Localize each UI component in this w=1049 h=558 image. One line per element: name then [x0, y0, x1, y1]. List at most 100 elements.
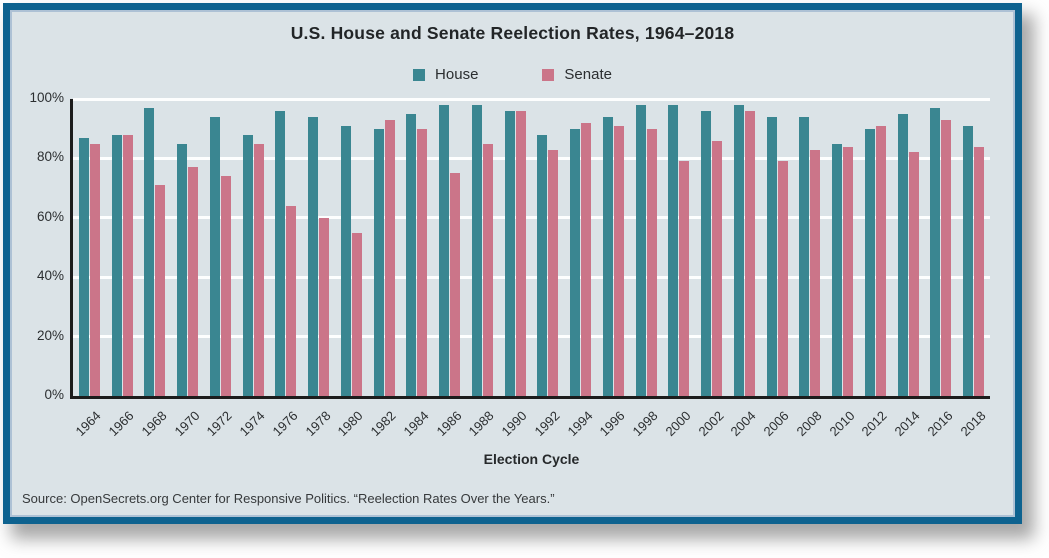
bar-senate-2010 [843, 146, 854, 396]
legend: House Senate [10, 66, 1015, 83]
bar-house-1980 [340, 125, 351, 396]
legend-item-senate: Senate [542, 66, 612, 83]
bar-house-1994 [570, 128, 581, 396]
x-tick-label-2010: 2010 [826, 408, 858, 440]
bar-house-1966 [111, 134, 122, 396]
bar-senate-2016 [941, 119, 952, 396]
bar-senate-1970 [188, 167, 199, 396]
bar-house-2006 [766, 116, 777, 396]
source-note: Source: OpenSecrets.org Center for Respo… [22, 491, 555, 506]
bar-house-1986 [439, 104, 450, 396]
gridline-40 [73, 275, 990, 279]
x-tick-label-2000: 2000 [662, 408, 694, 440]
x-tick-label-1966: 1966 [105, 408, 137, 440]
legend-label-senate: Senate [564, 66, 612, 83]
bar-senate-2018 [974, 146, 985, 396]
bar-senate-1972 [220, 176, 231, 396]
bar-house-1988 [471, 104, 482, 396]
x-tick-label-1970: 1970 [171, 408, 203, 440]
gridline-80 [73, 156, 990, 160]
bar-senate-1968 [155, 185, 166, 396]
bar-house-1972 [209, 116, 220, 396]
x-axis-line [70, 396, 990, 399]
x-tick-label-1986: 1986 [433, 408, 465, 440]
house-swatch-icon [413, 68, 426, 81]
x-axis-title: Election Cycle [483, 451, 580, 467]
bar-house-2018 [963, 125, 974, 396]
x-axis-labels: 1964 1966 1968 1970 1972 1974 1976 1978 1980 1982… [73, 400, 990, 448]
bar-senate-2012 [875, 125, 886, 396]
x-tick-label-1994: 1994 [564, 408, 596, 440]
x-tick-label-2014: 2014 [891, 408, 923, 440]
x-tick-label-1998: 1998 [629, 408, 661, 440]
x-tick-label-1984: 1984 [400, 408, 432, 440]
y-tick-label: 20% [36, 327, 64, 343]
chart-card: U.S. House and Senate Reelection Rates, … [3, 3, 1022, 524]
legend-label-house: House [435, 66, 479, 83]
bar-house-2016 [930, 107, 941, 396]
x-tick-label-1968: 1968 [138, 408, 170, 440]
x-tick-label-1978: 1978 [302, 408, 334, 440]
bar-house-1984 [406, 113, 417, 396]
bar-senate-2014 [908, 152, 919, 396]
bar-senate-2008 [810, 149, 821, 396]
bar-house-1996 [602, 116, 613, 396]
y-tick-label: 80% [36, 149, 64, 165]
y-axis-labels: 0% 20% 40% 60% 80% 100% [10, 90, 64, 402]
x-tick-label-2004: 2004 [727, 408, 759, 440]
x-tick-label-1964: 1964 [72, 408, 104, 440]
x-tick-label-2018: 2018 [957, 408, 989, 440]
gridline-100 [73, 97, 990, 101]
bar-senate-1980 [351, 232, 362, 396]
x-tick-label-1996: 1996 [596, 408, 628, 440]
bar-house-1974 [242, 134, 253, 396]
plot-area [70, 97, 990, 399]
bar-senate-1966 [122, 134, 133, 396]
bar-house-1978 [308, 116, 319, 396]
bar-house-1998 [635, 104, 646, 396]
bar-senate-1992 [548, 149, 559, 396]
bar-house-1964 [78, 137, 89, 396]
bar-senate-1976 [286, 205, 297, 396]
bar-senate-1998 [646, 128, 657, 396]
x-tick-label-2008: 2008 [793, 408, 825, 440]
bar-house-1970 [177, 143, 188, 396]
chart-title: U.S. House and Senate Reelection Rates, … [290, 23, 735, 43]
x-tick-label-1972: 1972 [203, 408, 235, 440]
x-tick-label-2002: 2002 [695, 408, 727, 440]
bar-house-2000 [668, 104, 679, 396]
bar-house-2010 [832, 143, 843, 396]
x-tick-label-1992: 1992 [531, 408, 563, 440]
x-tick-label-2012: 2012 [858, 408, 890, 440]
bar-house-1976 [275, 110, 286, 396]
bar-senate-1986 [450, 173, 461, 396]
x-tick-label-2006: 2006 [760, 408, 792, 440]
x-tick-label-2016: 2016 [924, 408, 956, 440]
x-tick-label-1988: 1988 [465, 408, 497, 440]
legend-item-house: House [413, 66, 478, 83]
x-tick-label-1976: 1976 [269, 408, 301, 440]
bar-house-1990 [504, 110, 515, 396]
gridline-20 [73, 335, 990, 339]
bar-house-2002 [701, 110, 712, 396]
bar-senate-1994 [581, 122, 592, 396]
bar-senate-2006 [777, 161, 788, 396]
bar-senate-1974 [253, 143, 264, 396]
bar-senate-1978 [319, 217, 330, 396]
bar-senate-1982 [384, 119, 395, 396]
bar-senate-2002 [712, 140, 723, 396]
x-tick-label-1980: 1980 [334, 408, 366, 440]
bar-house-1968 [144, 107, 155, 396]
bar-house-2004 [733, 104, 744, 396]
bar-senate-1996 [613, 125, 624, 396]
y-tick-label: 0% [44, 387, 64, 402]
bar-senate-1964 [89, 143, 100, 396]
bar-senate-1990 [515, 110, 526, 396]
bar-house-1992 [537, 134, 548, 396]
y-tick-label: 40% [36, 268, 64, 284]
y-axis-line [70, 99, 73, 396]
bar-house-1982 [373, 128, 384, 396]
senate-swatch-icon [542, 68, 555, 81]
bar-senate-1988 [482, 143, 493, 396]
gridline-60 [73, 216, 990, 220]
